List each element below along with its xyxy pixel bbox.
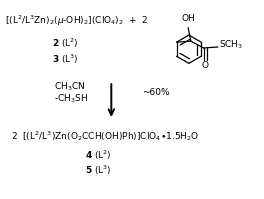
Text: CH$_3$CN: CH$_3$CN (54, 81, 86, 93)
Text: $\mathbf{5}$ (L$^3$): $\mathbf{5}$ (L$^3$) (86, 163, 112, 177)
Text: OH: OH (182, 14, 195, 23)
Text: $\mathbf{4}$ (L$^2$): $\mathbf{4}$ (L$^2$) (86, 149, 112, 162)
Text: O: O (202, 61, 209, 70)
Text: SCH$_3$: SCH$_3$ (219, 39, 243, 51)
Text: ~60%: ~60% (142, 88, 170, 97)
Text: 2  [(L$^2$/L$^3$)Zn(O$_2$CCH(OH)Ph)]ClO$_4$$\bullet$1.5H$_2$O: 2 [(L$^2$/L$^3$)Zn(O$_2$CCH(OH)Ph)]ClO$_… (11, 130, 199, 143)
Text: $\mathbf{3}$ (L$^3$): $\mathbf{3}$ (L$^3$) (52, 52, 79, 65)
Text: $\mathbf{2}$ (L$^2$): $\mathbf{2}$ (L$^2$) (52, 37, 79, 50)
Text: -CH$_3$SH: -CH$_3$SH (54, 92, 89, 105)
Text: [(L$^2$/L$^3$Zn)$_2$($\mu$-OH)$_2$](ClO$_4$)$_2$  +  2: [(L$^2$/L$^3$Zn)$_2$($\mu$-OH)$_2$](ClO$… (5, 13, 149, 28)
